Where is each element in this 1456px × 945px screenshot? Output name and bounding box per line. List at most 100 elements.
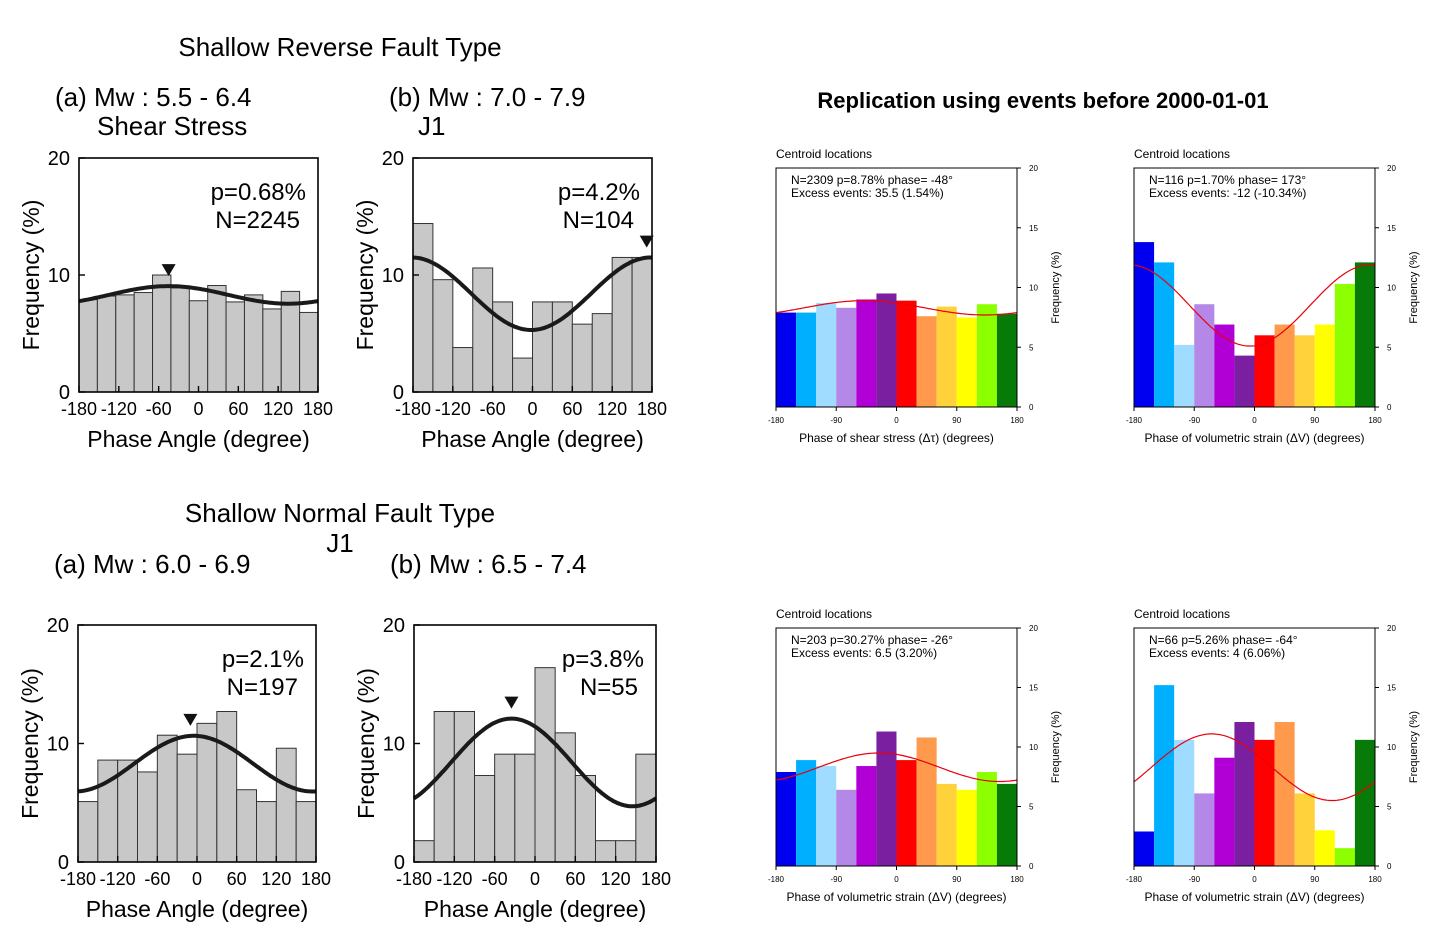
rep_4-xlabel: Phase of volumetric strain (ΔV) (degrees… <box>1144 890 1364 904</box>
nor_b-bar-9 <box>574 774 596 863</box>
rep_2-ytick-label: 10 <box>1387 284 1396 293</box>
rep_4-bar-11 <box>1334 848 1355 866</box>
rep_1-bar-9 <box>936 306 957 407</box>
rev_a-xtick-label: -60 <box>146 399 172 419</box>
nor_a-peak-marker <box>183 713 198 726</box>
rep_2-xtick-label: 90 <box>1310 416 1319 425</box>
rev_b-bar-9 <box>571 323 593 393</box>
nor_b-xtick-label: -180 <box>396 869 432 889</box>
rep_1-xtick-label: 90 <box>952 416 961 425</box>
rep_3-bar-6 <box>876 731 897 866</box>
rev_b-bar-3 <box>452 347 474 393</box>
rev_a-xtick-label: 60 <box>228 399 248 419</box>
rep_2-ytick-label: 0 <box>1387 403 1392 412</box>
rev_a-bar-4 <box>133 292 154 393</box>
rep_2-bar-8 <box>1274 324 1295 407</box>
nor_a-bar-1 <box>77 801 99 863</box>
nor_a-bar-6 <box>176 753 198 863</box>
rep_1-ytick-label: 20 <box>1029 164 1038 173</box>
rep_3-ytick-label: 0 <box>1029 862 1034 871</box>
nor_a-xtick-label: 0 <box>192 869 202 889</box>
rev_a-bar-12 <box>280 290 301 393</box>
rep_2-bar-7 <box>1254 335 1275 407</box>
nor_a-bar-7 <box>196 722 218 863</box>
nor_b-bar-1 <box>413 840 435 863</box>
rep_4-stats-line2: Excess events: 4 (6.06%) <box>1149 646 1285 660</box>
rep_1-stats-line2: Excess events: 35.5 (1.54%) <box>791 186 944 200</box>
rep_2-bar-3 <box>1174 344 1195 407</box>
rep_3-xlabel: Phase of volumetric strain (ΔV) (degrees… <box>786 890 1006 904</box>
rep_3-xtick-label: -180 <box>768 875 785 884</box>
rep_1-xtick-label: -180 <box>768 416 785 425</box>
rev_a-subheader: Shear Stress <box>97 111 247 141</box>
rep_2-xtick-label: -90 <box>1188 416 1200 425</box>
nor_a-xtick-label: -180 <box>60 869 96 889</box>
rev_a-xtick-label: 180 <box>303 399 333 419</box>
nor_a-xlabel: Phase Angle (degree) <box>86 896 309 922</box>
nor_a-xtick-label: 60 <box>227 869 247 889</box>
rep_4-ytick-label: 0 <box>1387 862 1392 871</box>
rep_4-bar-4 <box>1194 793 1215 866</box>
rep_4-ytick-label: 5 <box>1387 803 1392 812</box>
rep_3-xtick-label: 90 <box>952 875 961 884</box>
rep_1-bar-11 <box>976 304 997 407</box>
rep_2-ylabel: Frequency (%) <box>1408 251 1420 323</box>
rep_1-bar-12 <box>996 313 1017 407</box>
rep_1-bar-7 <box>896 300 917 407</box>
rep_3-stats-line2: Excess events: 6.5 (3.20%) <box>791 646 937 660</box>
rev_b-xtick-label: 0 <box>527 399 537 419</box>
rev_a-bar-11 <box>262 308 282 393</box>
nor_a-n-value: N=197 <box>227 674 298 701</box>
reverse-fault-title: Shallow Reverse Fault Type <box>178 32 501 62</box>
normal-fault-title: Shallow Normal Fault Type <box>185 498 495 528</box>
nor_b-bar-10 <box>595 840 617 863</box>
rev_a-xlabel: Phase Angle (degree) <box>87 426 310 452</box>
rep_2-xtick-label: 0 <box>1252 416 1257 425</box>
rev_a-ytick-label: 0 <box>59 382 70 404</box>
rep_3-bar-10 <box>956 789 977 866</box>
nor_a-bar-4 <box>137 771 158 863</box>
rep_3-stats-line1: N=203 p=30.27% phase= -26° <box>791 633 953 647</box>
rev_a-bar-1 <box>78 299 98 393</box>
rep_3-ytick-label: 10 <box>1029 743 1038 752</box>
rev_a-bar-3 <box>115 294 135 393</box>
rev_b-xtick-label: 180 <box>637 399 667 419</box>
rep_4-stats-line1: N=66 p=5.26% phase= -64° <box>1149 633 1298 647</box>
rep_1-bar-4 <box>836 307 857 407</box>
nor_a-bar-9 <box>236 789 258 863</box>
rep_3-ytick-label: 5 <box>1029 803 1034 812</box>
rev_a-xtick-label: 0 <box>193 399 203 419</box>
rep_2-xtick-label: 180 <box>1368 416 1382 425</box>
nor_b-ytick-label: 20 <box>383 615 405 637</box>
rep_4-bar-6 <box>1234 722 1255 866</box>
rep_1-xtick-label: 0 <box>894 416 899 425</box>
rev_b-xtick-label: 60 <box>562 399 582 419</box>
rep_4-xtick-label: 0 <box>1252 875 1257 884</box>
nor_a-xtick-label: 120 <box>261 869 291 889</box>
rep_4-fit-curve <box>1133 733 1376 802</box>
rev_a-header: (a) Mw : 5.5 - 6.4 <box>55 82 252 112</box>
nor_b-bar-4 <box>474 774 496 863</box>
rep_3-bar-9 <box>936 783 957 866</box>
rep_3-bar-1 <box>776 771 797 866</box>
nor_a-xtick-label: 180 <box>301 869 331 889</box>
rep_3-fit-curve <box>775 752 1018 783</box>
rep_1-bar-1 <box>776 312 797 407</box>
rep_4-xtick-label: -180 <box>1126 875 1143 884</box>
rev_b-header: (b) Mw : 7.0 - 7.9 <box>389 82 586 112</box>
rep_3-xtick-label: 180 <box>1010 875 1024 884</box>
rev_b-ytick-label: 0 <box>393 382 404 404</box>
rev_a-n-value: N=2245 <box>215 207 300 234</box>
rep_4-bar-10 <box>1314 830 1335 866</box>
rev_b-ytick-label: 10 <box>382 265 404 287</box>
rep_1-ytick-label: 5 <box>1029 343 1034 352</box>
nor_a-xtick-label: -60 <box>144 869 170 889</box>
rev_b-bar-10 <box>591 313 613 393</box>
rep_3-bar-7 <box>896 760 917 866</box>
rep_2-bar-4 <box>1194 304 1215 407</box>
rev_a-ylabel: Frequency (%) <box>18 200 44 351</box>
nor_b-p-value: p=3.8% <box>562 646 644 673</box>
rev_b-peak-marker <box>639 235 654 248</box>
rep_2-bar-10 <box>1314 324 1335 407</box>
